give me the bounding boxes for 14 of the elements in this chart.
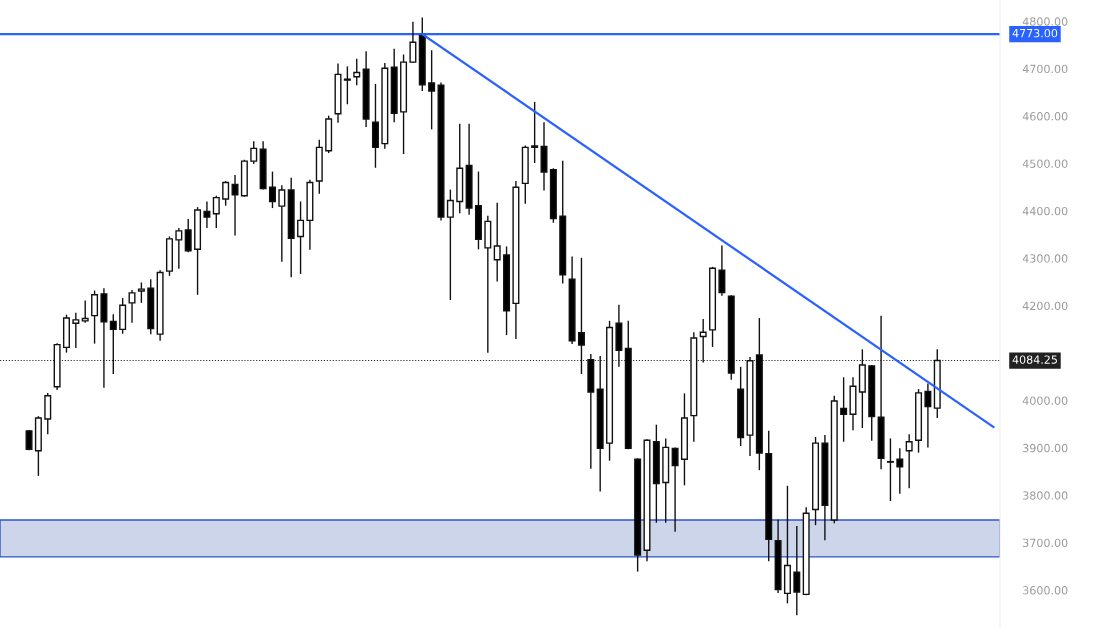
y-tick-label: 4300.00: [1022, 254, 1068, 263]
y-tick-label: 4500.00: [1022, 159, 1068, 168]
ref-line-label: 4084.25: [1012, 355, 1057, 364]
y-tick-label: 3800.00: [1023, 491, 1068, 500]
y-tick-label: 3600.00: [1023, 586, 1068, 595]
y-tick-label: 4600.00: [1022, 112, 1068, 121]
y-tick-label: 4400.00: [1022, 206, 1068, 216]
ref-line-label: 4773.00: [1012, 28, 1058, 38]
y-tick-label: 4700.00: [1022, 64, 1068, 74]
y-tick-label: 3700.00: [1023, 538, 1068, 548]
y-tick-label: 3900.00: [1023, 443, 1068, 453]
y-tick-label: 4800.00: [1022, 17, 1068, 26]
y-tick-label: 4200.00: [1022, 301, 1068, 311]
y-tick-label: 4000.00: [1022, 396, 1068, 405]
